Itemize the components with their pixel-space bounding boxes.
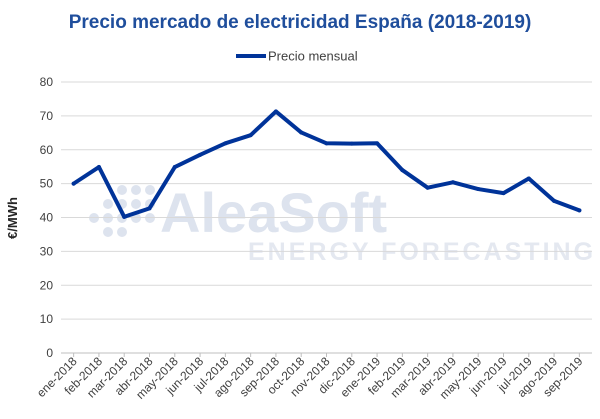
data-point	[198, 152, 203, 157]
data-point	[552, 198, 557, 203]
y-axis: 0 10 20 30 40 50 60 70 80	[40, 75, 54, 360]
y-tick-label: 30	[40, 244, 54, 258]
y-tick-label: 60	[40, 143, 54, 157]
data-point	[349, 141, 354, 146]
series	[71, 109, 582, 219]
data-point	[273, 109, 278, 114]
legend: Precio mensual	[236, 49, 358, 64]
data-point	[324, 141, 329, 146]
data-point	[147, 206, 152, 211]
data-point	[425, 185, 430, 190]
legend-label: Precio mensual	[268, 49, 358, 64]
grid	[61, 81, 592, 354]
data-point	[96, 165, 101, 170]
x-axis: ene-2018feb-2018mar-2018abr-2018may-2018…	[34, 353, 586, 402]
data-point	[172, 165, 177, 170]
data-point	[375, 141, 380, 146]
data-point	[299, 130, 304, 135]
y-tick-label: 80	[40, 75, 54, 89]
data-point	[476, 187, 481, 192]
data-point	[526, 176, 531, 181]
data-point	[501, 191, 506, 196]
data-point	[400, 168, 405, 173]
data-point	[122, 214, 127, 219]
y-tick-label: 20	[40, 278, 54, 292]
watermark-brand: AleaSoft	[160, 181, 387, 244]
y-tick-label: 40	[40, 211, 54, 225]
watermark: AleaSoft ENERGY FORECASTING	[89, 181, 596, 266]
watermark-tagline: ENERGY FORECASTING	[248, 238, 596, 266]
data-point	[71, 181, 76, 186]
chart-title: Precio mercado de electricidad España (2…	[69, 12, 532, 33]
y-tick-label: 0	[46, 346, 53, 360]
data-point	[577, 208, 582, 213]
y-axis-label: €/MWh	[5, 197, 20, 239]
data-point	[450, 180, 455, 185]
data-point	[248, 133, 253, 138]
y-tick-label: 10	[40, 312, 54, 326]
y-tick-label: 70	[40, 109, 54, 123]
data-point	[223, 141, 228, 146]
y-tick-label: 50	[40, 177, 54, 191]
